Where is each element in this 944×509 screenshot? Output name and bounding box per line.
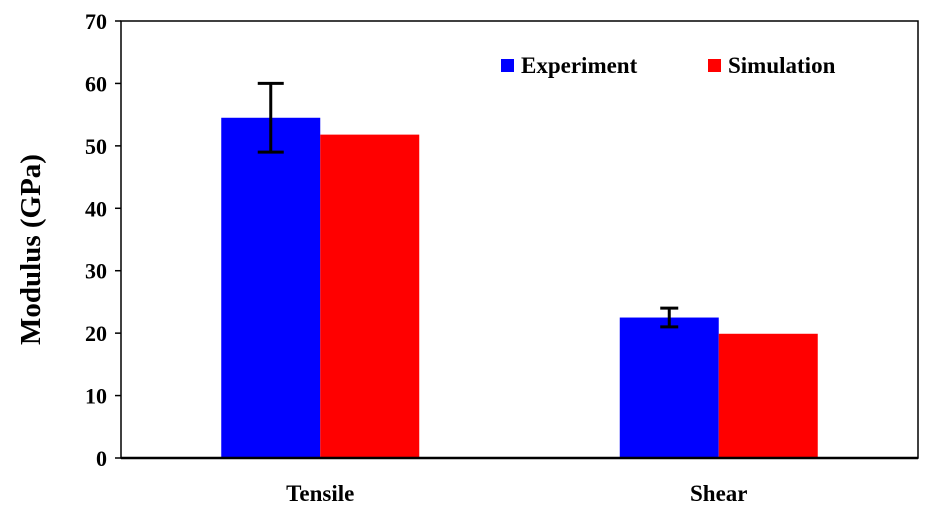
- bar-simulation-tensile: [320, 134, 420, 458]
- x-category-label: Tensile: [286, 481, 354, 506]
- y-tick-label: 50: [85, 134, 107, 159]
- bars: [221, 117, 818, 458]
- y-tick-label: 0: [96, 446, 107, 471]
- x-axis-labels: Tensile Shear: [286, 481, 747, 506]
- y-axis-ticks: 0 10 20 30 40 50 60 70: [85, 9, 121, 471]
- legend-item-experiment: Experiment: [501, 53, 638, 78]
- axes: [120, 20, 919, 460]
- error-bar-shear: [660, 306, 679, 329]
- legend-swatch: [708, 59, 721, 72]
- error-bar-tensile: [257, 81, 284, 154]
- legend-label: Experiment: [521, 53, 638, 78]
- y-tick-label: 30: [85, 259, 107, 284]
- bar-experiment-shear: [619, 317, 719, 458]
- y-tick-label: 20: [85, 321, 107, 346]
- x-category-label: Shear: [690, 481, 748, 506]
- bar-experiment-tensile: [221, 117, 321, 458]
- y-tick-label: 60: [85, 71, 107, 96]
- error-bars: [257, 81, 679, 329]
- bar-simulation-shear: [718, 333, 818, 458]
- legend-label: Simulation: [728, 53, 836, 78]
- legend: Experiment Simulation: [501, 53, 836, 78]
- legend-item-simulation: Simulation: [708, 53, 836, 78]
- y-axis-label: Modulus (GPa): [15, 154, 47, 345]
- y-tick-label: 40: [85, 196, 107, 221]
- y-tick-label: 70: [85, 9, 107, 34]
- legend-swatch: [501, 59, 514, 72]
- y-tick-label: 10: [85, 384, 107, 409]
